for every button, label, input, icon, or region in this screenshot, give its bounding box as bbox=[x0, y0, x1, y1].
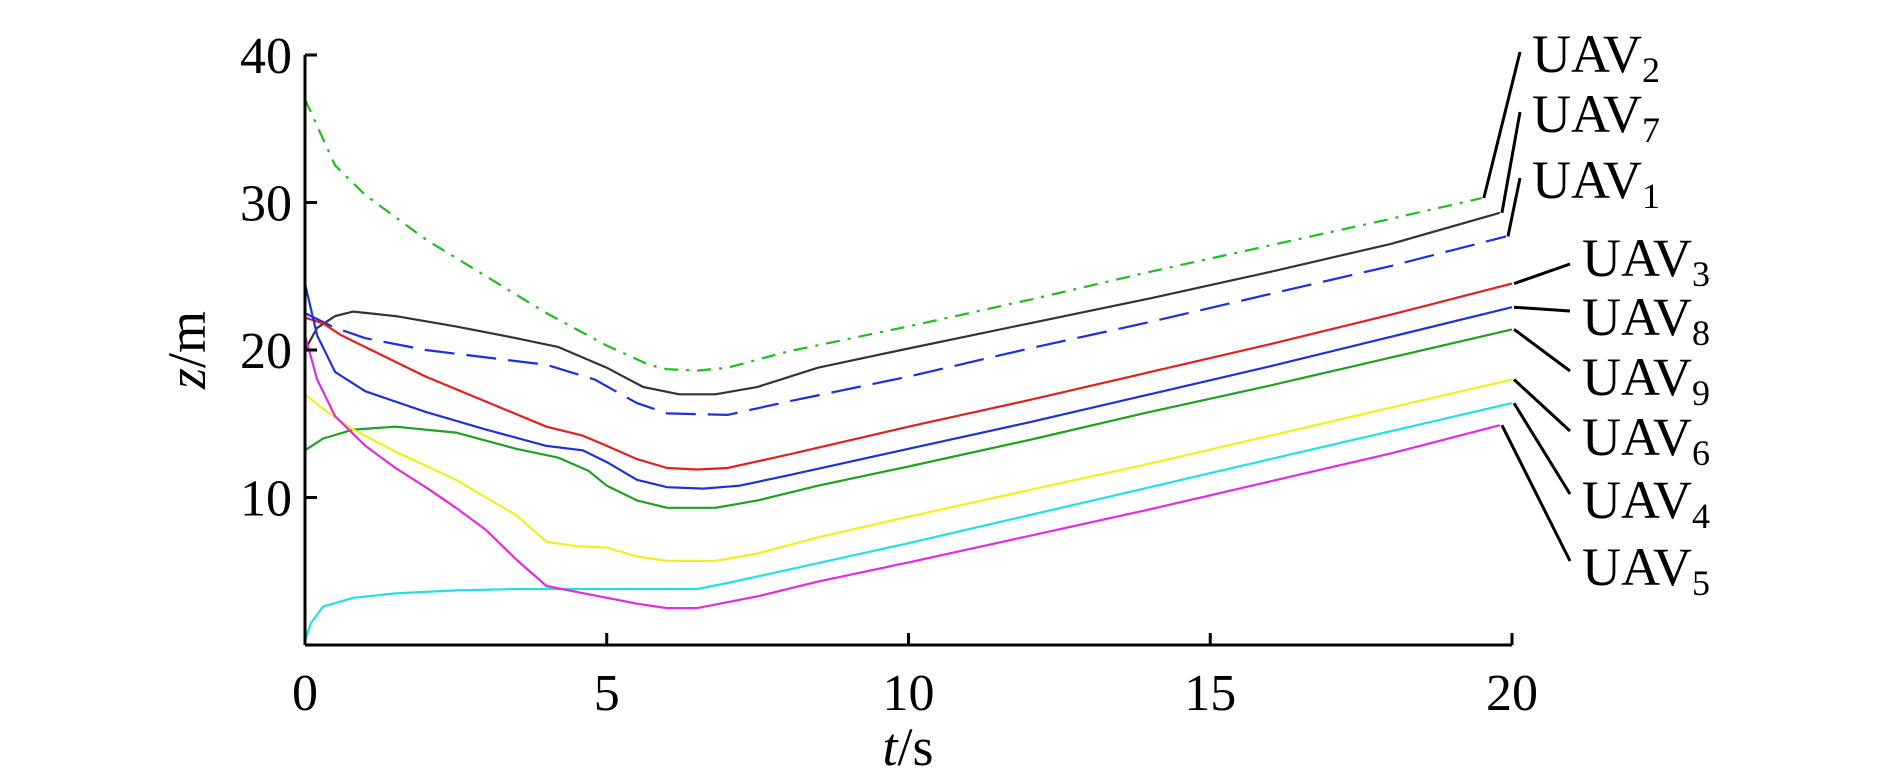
x-tick-label: 10 bbox=[883, 665, 935, 722]
y-tick-label: 20 bbox=[240, 323, 292, 380]
x-tick-label: 15 bbox=[1184, 665, 1236, 722]
legend-label-subscript: 7 bbox=[1642, 110, 1660, 150]
legend-label-subscript: 1 bbox=[1642, 176, 1660, 216]
legend-leader-line bbox=[1500, 111, 1522, 214]
legend-label-name: UAV bbox=[1532, 24, 1642, 84]
legend-label-subscript: 9 bbox=[1692, 373, 1710, 413]
y-axis-title-variable: z bbox=[157, 368, 217, 390]
x-tick-label: 0 bbox=[292, 665, 318, 722]
x-axis-title-variable: t bbox=[882, 717, 899, 777]
legend-label-name: UAV bbox=[1582, 287, 1692, 347]
legend-label-subscript: 3 bbox=[1692, 254, 1710, 294]
legend-leader-line bbox=[1512, 402, 1572, 495]
x-tick-label: 5 bbox=[594, 665, 620, 722]
legend-label-uav-3: UAV3 bbox=[1582, 228, 1710, 294]
legend-label-name: UAV bbox=[1582, 470, 1692, 530]
legend-label-name: UAV bbox=[1582, 347, 1692, 407]
legend-label-name: UAV bbox=[1532, 150, 1642, 210]
series-line-uav-3 bbox=[304, 282, 1513, 471]
y-tick-label: 40 bbox=[240, 28, 292, 85]
legend-leader-line bbox=[1482, 51, 1522, 199]
x-tick-label: 20 bbox=[1486, 665, 1538, 722]
y-axis-title: z/m bbox=[157, 311, 217, 390]
legend-label-subscript: 2 bbox=[1642, 50, 1660, 90]
legend-label-subscript: 5 bbox=[1692, 563, 1710, 603]
legend-label-name: UAV bbox=[1532, 84, 1642, 144]
legend-leader-line bbox=[1506, 177, 1522, 237]
series-line-uav-2 bbox=[303, 98, 1483, 372]
legend-label-uav-1: UAV1 bbox=[1532, 150, 1660, 216]
legend-label-uav-6: UAV6 bbox=[1582, 407, 1710, 473]
legend-leader-line bbox=[1512, 378, 1572, 433]
series-line-uav-5 bbox=[303, 335, 1501, 610]
x-axis-title: t/s bbox=[882, 717, 933, 777]
legend-leader-line bbox=[1513, 262, 1571, 286]
legend-label-uav-5: UAV5 bbox=[1582, 537, 1710, 603]
legend-label-name: UAV bbox=[1582, 537, 1692, 597]
series-line-uav-6 bbox=[304, 378, 1513, 562]
legend-leader-line bbox=[1500, 424, 1572, 562]
y-ticks: 10 20 30 40 bbox=[240, 28, 317, 528]
x-ticks: 0 5 10 15 20 bbox=[292, 633, 1538, 722]
legend-leader-line bbox=[1513, 305, 1571, 313]
series-line-uav-1 bbox=[304, 235, 1507, 416]
legend-label-subscript: 8 bbox=[1692, 313, 1710, 353]
legend-label-name: UAV bbox=[1582, 228, 1692, 288]
y-tick-label: 10 bbox=[240, 471, 292, 528]
y-axis-title-unit: /m bbox=[157, 311, 217, 368]
axes bbox=[303, 55, 1512, 647]
plot-lines bbox=[303, 98, 1513, 641]
series-line-uav-9 bbox=[304, 328, 1513, 509]
series-line-uav-8 bbox=[303, 283, 1513, 490]
legend-label-subscript: 6 bbox=[1692, 433, 1710, 473]
legend-label-subscript: 4 bbox=[1692, 496, 1710, 536]
legend-label-uav-8: UAV8 bbox=[1582, 287, 1710, 353]
x-axis-title-unit: /s bbox=[897, 717, 933, 777]
legend-label-uav-9: UAV9 bbox=[1582, 347, 1710, 413]
series-line-uav-7 bbox=[304, 211, 1501, 396]
legend-label-uav-4: UAV4 bbox=[1582, 470, 1710, 536]
legend-label-uav-7: UAV7 bbox=[1532, 84, 1660, 150]
legend-label-uav-2: UAV2 bbox=[1532, 24, 1660, 90]
legend-leader-line bbox=[1513, 328, 1571, 373]
y-tick-label: 30 bbox=[240, 176, 292, 233]
series-line-uav-4 bbox=[303, 402, 1513, 641]
legend-label-name: UAV bbox=[1582, 407, 1692, 467]
